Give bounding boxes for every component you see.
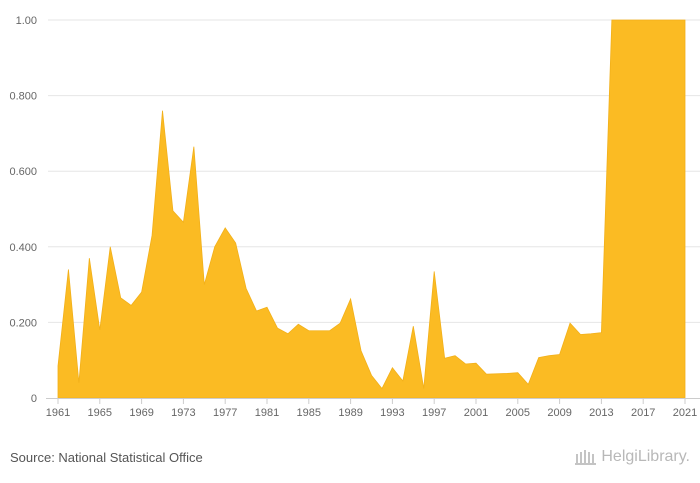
x-tick-label: 1985 [297,407,321,419]
x-tick-label: 2013 [589,407,613,419]
x-tick-label: 2009 [547,407,571,419]
y-tick-label: 1.00 [16,15,37,27]
area-series [57,19,686,399]
y-tick-label: 0.600 [9,166,37,178]
x-tick-label: 1973 [171,407,195,419]
x-tick-label: 2001 [464,407,488,419]
source-note: Source: National Statistical Office [10,450,203,465]
x-tick-label: 1969 [129,407,153,419]
x-tick-label: 1997 [422,407,446,419]
y-tick-label: 0 [31,393,37,405]
x-tick-label: 1965 [88,407,112,419]
y-tick-label: 0.400 [9,242,37,254]
x-tick-label: 2017 [631,407,655,419]
logo-text: HelgiLibrary. [601,448,690,465]
y-tick-label: 0.200 [9,317,37,329]
x-axis-ticks: 1961 1965 1969 1973 1977 1981 1985 1989 1993 1997… [46,398,697,419]
y-axis-ticks: 0 0.200 0.400 0.600 0.800 1.00 [9,15,37,405]
x-tick-label: 2005 [506,407,530,419]
x-tick-label: 1981 [255,407,279,419]
area-fill [57,19,686,399]
x-tick-label: 1961 [46,407,70,419]
x-tick-label: 1977 [213,407,237,419]
y-tick-label: 0.800 [9,91,37,103]
helgi-library-logo: HelgiLibrary. [575,448,690,466]
x-tick-label: 1993 [380,407,404,419]
x-tick-label: 1989 [338,407,362,419]
library-columns-icon [575,450,597,465]
x-tick-label: 2021 [673,407,697,419]
